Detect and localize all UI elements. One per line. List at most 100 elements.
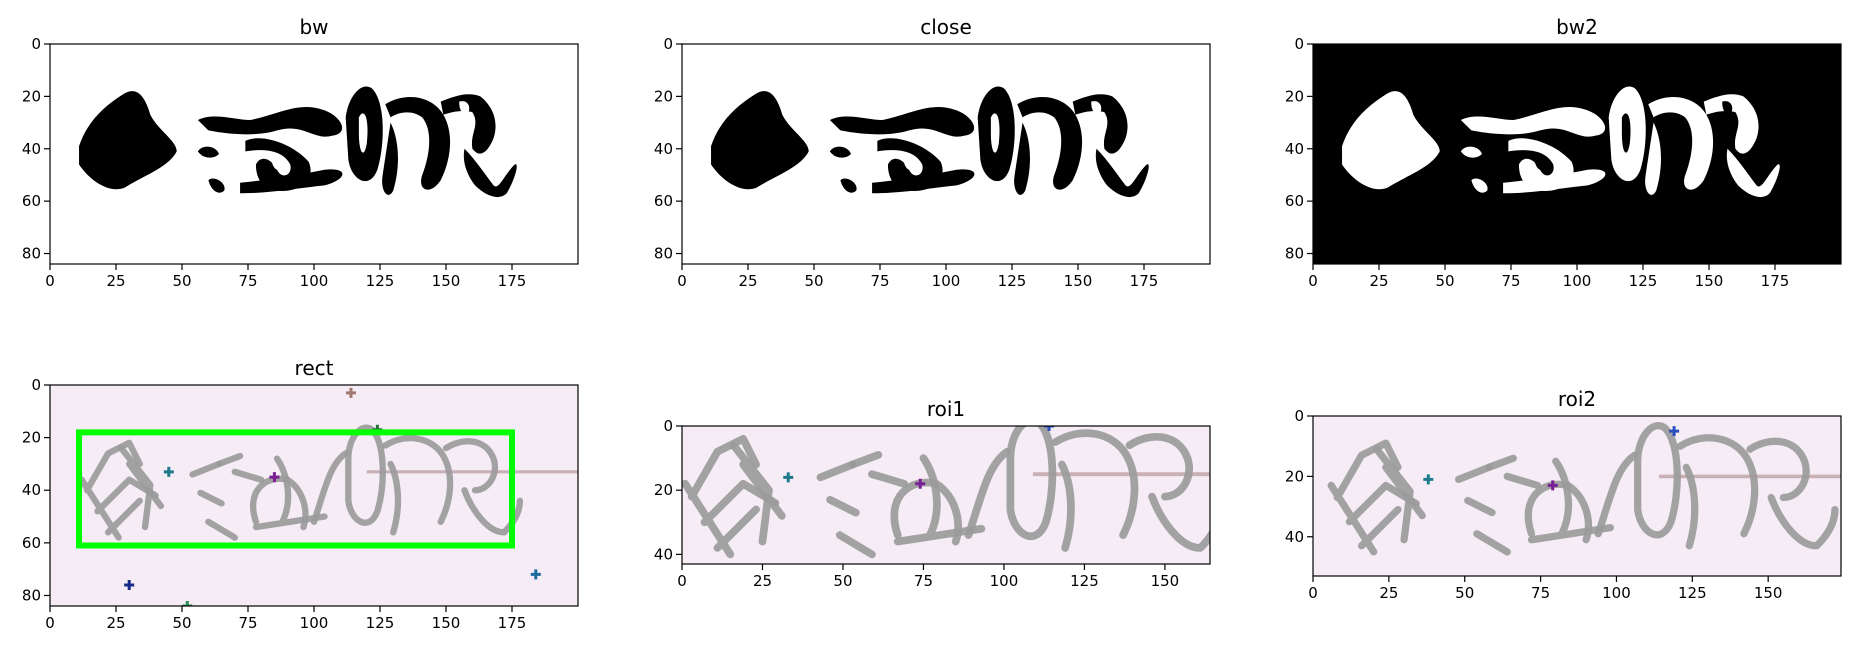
handwriting-stroke [1594,451,1639,538]
x-tick-label: 150 [432,272,461,290]
x-tick-label: 150 [1754,584,1783,602]
x-tick-label: 50 [172,614,191,632]
handwriting-stroke [310,450,349,525]
x-tick-label: 75 [238,614,257,632]
blob-hole [1621,113,1631,153]
handwriting-stroke [1746,437,1810,502]
x-tick-label: 125 [366,614,395,632]
x-tick-label: 100 [300,614,329,632]
x-tick-label: 75 [1531,584,1550,602]
subplot-title: bw [299,15,328,39]
x-tick-label: 100 [932,272,961,290]
blob [1503,169,1606,194]
y-tick-label: 80 [22,586,41,604]
noise-point [783,472,794,483]
x-tick-label: 125 [1629,272,1658,290]
x-tick-label: 75 [870,272,889,290]
handwriting-stroke [848,451,909,488]
blob [440,94,496,154]
blob [463,148,517,198]
blob [79,91,177,190]
x-tick-label: 50 [833,572,852,590]
handwriting-stroke [1373,445,1426,544]
handwriting-stroke [1634,422,1681,539]
handwriting-stroke [1455,463,1511,556]
bounding-box [76,429,515,549]
axes-frame [681,425,1211,565]
x-tick-label: 150 [1064,272,1093,290]
x-tick-label: 75 [914,572,933,590]
subplot-roi2: roi2 0 25 50 75 100 125 150 0 20 40 [1285,387,1842,602]
handwriting-stroke [1676,434,1759,538]
image-content [1313,44,1841,264]
subplot-title: roi2 [1558,387,1596,411]
x-tick-label: 0 [1308,272,1318,290]
x-tick-label: 50 [804,272,823,290]
blob [240,169,343,194]
y-tick-label: 60 [22,534,41,552]
blob-hole [1722,101,1733,115]
y-tick-label: 40 [654,140,673,158]
handwriting-stroke [1767,493,1839,550]
blob [840,178,857,193]
blob-group [1342,86,1780,198]
y-tick-label: 40 [654,545,673,563]
handwriting-stroke [816,460,876,559]
handwriting-stroke [964,447,1012,539]
y-tick-label: 60 [22,192,41,210]
x-tick-label: 50 [1435,272,1454,290]
x-tick-label: 100 [990,572,1019,590]
x-tick-label: 125 [366,272,395,290]
x-tick-label: 125 [1070,572,1099,590]
handwriting-stroke [1485,454,1542,490]
x-tick-label: 25 [753,572,772,590]
subplot-rect: rect 0 25 50 75 100 125 150 175 0 20 40 60 80 [22,356,579,632]
y-tick-label: 20 [22,429,41,447]
noise-point [124,579,135,590]
handwriting-stroke [1682,463,1699,550]
x-tick-label: 100 [1602,584,1631,602]
image-content [682,426,1210,564]
y-tick-label: 20 [22,87,41,105]
axes-frame [1312,415,1842,577]
blob [829,146,851,158]
blob-group [79,86,517,198]
y-tick-label: 0 [663,417,673,435]
blob-hole [271,157,283,171]
blob [382,122,398,195]
x-tick-label: 0 [677,572,687,590]
blob-hole [1534,157,1546,171]
x-tick-label: 100 [300,272,329,290]
stroke-group [1327,422,1841,556]
handwriting-stroke [442,438,498,494]
y-tick-label: 20 [1285,467,1304,485]
x-tick-label: 100 [1563,272,1592,290]
blob-hole [358,113,368,153]
image-content [50,385,578,606]
blob [1471,178,1488,193]
noise-point [1423,474,1434,485]
y-tick-label: 0 [1294,35,1304,53]
handwriting-stroke [1058,460,1075,552]
noise-point [269,472,280,483]
subplot-bw2: bw2 0 25 50 75 100 125 150 175 0 20 40 60 80 [1285,15,1842,290]
blob [1014,122,1030,195]
x-tick-label: 0 [45,272,55,290]
noise-point [530,569,541,580]
subplot-title: bw2 [1556,15,1598,39]
handwriting-stroke [1148,492,1210,552]
y-tick-label: 0 [1294,407,1304,425]
blob-hole [990,113,1000,153]
blob [1342,91,1440,190]
x-tick-label: 25 [1369,272,1388,290]
blob [1460,107,1606,137]
subplot-title: close [920,15,972,39]
x-tick-label: 25 [1379,584,1398,602]
blob [197,146,219,158]
blob [829,107,975,137]
blob [1072,94,1128,154]
x-tick-label: 125 [998,272,1027,290]
handwriting-stroke [189,460,238,541]
blob [1095,148,1149,198]
